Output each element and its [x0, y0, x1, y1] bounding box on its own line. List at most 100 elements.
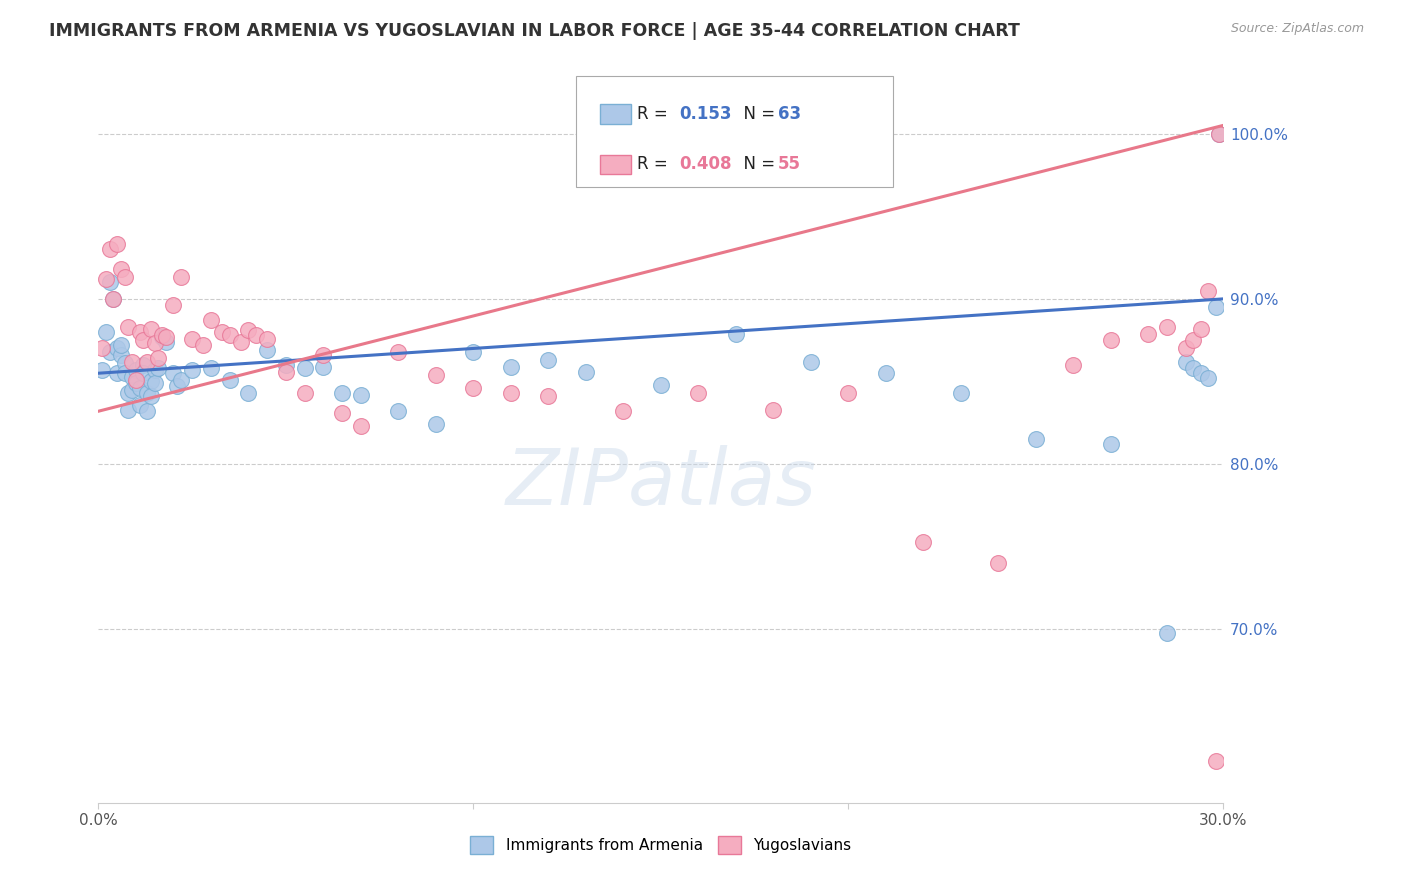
Point	[132, 358, 155, 372]
Point	[1189, 321, 1212, 335]
Point	[949, 386, 972, 401]
Point	[463, 381, 485, 395]
Point	[181, 363, 204, 377]
Point	[143, 363, 166, 377]
Point	[105, 237, 128, 252]
Point	[132, 333, 155, 347]
Point	[499, 359, 522, 374]
Point	[800, 354, 823, 368]
Point	[98, 242, 121, 256]
Point	[98, 276, 121, 290]
Point	[537, 353, 560, 368]
Point	[110, 338, 132, 352]
Text: N =: N =	[733, 155, 780, 173]
Point	[128, 381, 150, 395]
Point	[1182, 333, 1205, 347]
Point	[1182, 361, 1205, 376]
Point	[110, 348, 132, 362]
Point	[148, 361, 170, 376]
Point	[312, 359, 335, 374]
Text: 0.153: 0.153	[679, 105, 731, 123]
Point	[294, 386, 316, 401]
Point	[91, 342, 114, 356]
Point	[1099, 437, 1122, 451]
Point	[274, 358, 297, 372]
Point	[128, 325, 150, 339]
Point	[245, 328, 267, 343]
Point	[425, 417, 447, 432]
Point	[139, 321, 162, 335]
Point	[125, 376, 148, 391]
Text: 0.408: 0.408	[679, 155, 731, 173]
Point	[1137, 326, 1160, 341]
Point	[650, 377, 672, 392]
Point	[1156, 320, 1178, 334]
Point	[987, 556, 1010, 570]
Point	[148, 351, 170, 366]
Point	[218, 373, 240, 387]
Text: IMMIGRANTS FROM ARMENIA VS YUGOSLAVIAN IN LABOR FORCE | AGE 35-44 CORRELATION CH: IMMIGRANTS FROM ARMENIA VS YUGOSLAVIAN I…	[49, 22, 1021, 40]
Point	[312, 348, 335, 362]
Point	[1208, 127, 1230, 141]
Text: N =: N =	[733, 105, 780, 123]
Point	[1205, 300, 1227, 314]
Point	[117, 320, 139, 334]
Point	[170, 270, 193, 285]
Point	[150, 328, 173, 343]
Point	[125, 373, 148, 387]
Legend: Immigrants from Armenia, Yugoslavians: Immigrants from Armenia, Yugoslavians	[464, 830, 858, 861]
Point	[875, 366, 897, 380]
Point	[143, 376, 166, 391]
Point	[121, 383, 143, 397]
Point	[837, 386, 859, 401]
Point	[94, 325, 117, 339]
Point	[162, 366, 184, 380]
Point	[463, 344, 485, 359]
Point	[238, 386, 260, 401]
Point	[139, 375, 162, 389]
Point	[155, 334, 177, 349]
Text: R =: R =	[637, 155, 673, 173]
Point	[114, 356, 136, 370]
Point	[1197, 284, 1219, 298]
Point	[1208, 127, 1230, 141]
Point	[724, 326, 747, 341]
Point	[537, 389, 560, 403]
Point	[110, 262, 132, 277]
Point	[132, 366, 155, 380]
Point	[350, 419, 373, 434]
Point	[170, 373, 193, 387]
Point	[117, 386, 139, 401]
Point	[98, 344, 121, 359]
Point	[688, 386, 710, 401]
Point	[1174, 354, 1197, 368]
Point	[211, 325, 233, 339]
Point	[1205, 755, 1227, 769]
Point	[612, 404, 634, 418]
Point	[200, 361, 222, 376]
Point	[136, 354, 159, 368]
Point	[762, 402, 785, 417]
Point	[229, 334, 252, 349]
Point	[125, 363, 148, 377]
Point	[912, 534, 935, 549]
Point	[256, 332, 278, 346]
Point	[1174, 342, 1197, 356]
Point	[103, 292, 125, 306]
Point	[143, 336, 166, 351]
Point	[136, 404, 159, 418]
Point	[181, 332, 204, 346]
Point	[114, 366, 136, 380]
Text: 55: 55	[778, 155, 800, 173]
Point	[193, 338, 215, 352]
Text: 63: 63	[778, 105, 800, 123]
Point	[155, 330, 177, 344]
Point	[105, 366, 128, 380]
Point	[256, 343, 278, 357]
Point	[94, 272, 117, 286]
Point	[218, 328, 240, 343]
Text: ZIPatlas: ZIPatlas	[505, 445, 817, 521]
Point	[294, 361, 316, 376]
Point	[1156, 625, 1178, 640]
Point	[387, 404, 409, 418]
